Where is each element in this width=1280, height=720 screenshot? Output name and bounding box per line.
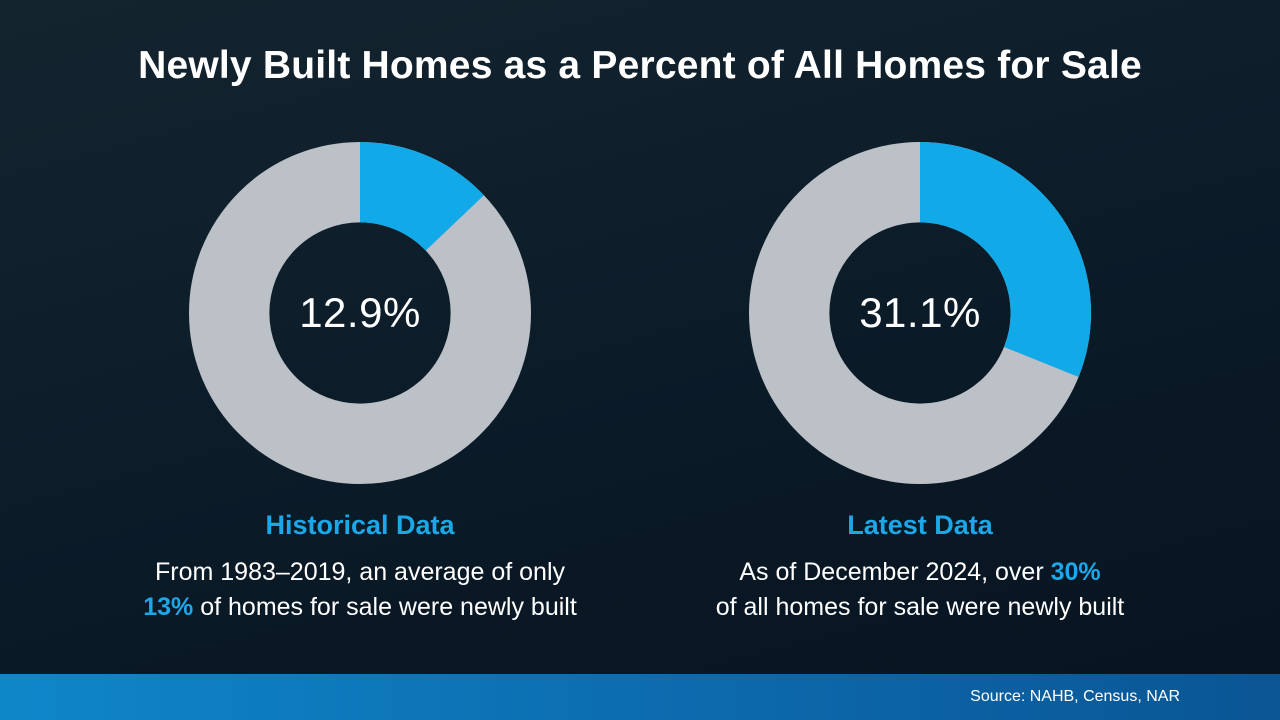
donut-center-value: 31.1% [859, 289, 981, 336]
donut-center-value: 12.9% [299, 289, 421, 336]
caption-text: From 1983–2019, an average of only [155, 558, 565, 586]
donut-svg-historical [189, 142, 531, 484]
caption-text: As of December 2024, over [739, 558, 1051, 586]
source-attribution: Source: NAHB, Census, NAR [970, 688, 1180, 705]
donut-chart-latest: 31.1% [749, 142, 1091, 484]
chart-caption-latest: As of December 2024, over 30% of all hom… [640, 555, 1200, 624]
caption-highlight: 13% [143, 592, 194, 621]
caption-text: of homes for sale were newly built [193, 592, 577, 621]
caption-highlight: 30% [1050, 558, 1101, 586]
chart-caption-historical: From 1983–2019, an average of only 13% o… [80, 555, 640, 624]
page-title: Newly Built Homes as a Percent of All Ho… [138, 44, 1142, 87]
chart-column-latest: 31.1% Latest Data As of December 2024, o… [640, 142, 1200, 624]
donut-chart-historical: 12.9% [189, 142, 531, 484]
donut-slice [749, 142, 1091, 484]
footer-bar: Source: NAHB, Census, NAR [0, 674, 1280, 720]
donut-slice [189, 142, 531, 484]
chart-label-historical: Historical Data [265, 510, 455, 540]
donut-svg-latest [749, 142, 1091, 484]
caption-text: of all homes for sale were newly built [715, 592, 1125, 621]
chart-column-historical: 12.9% Historical Data From 1983–2019, an… [80, 142, 640, 624]
chart-label-latest: Latest Data [847, 510, 993, 540]
